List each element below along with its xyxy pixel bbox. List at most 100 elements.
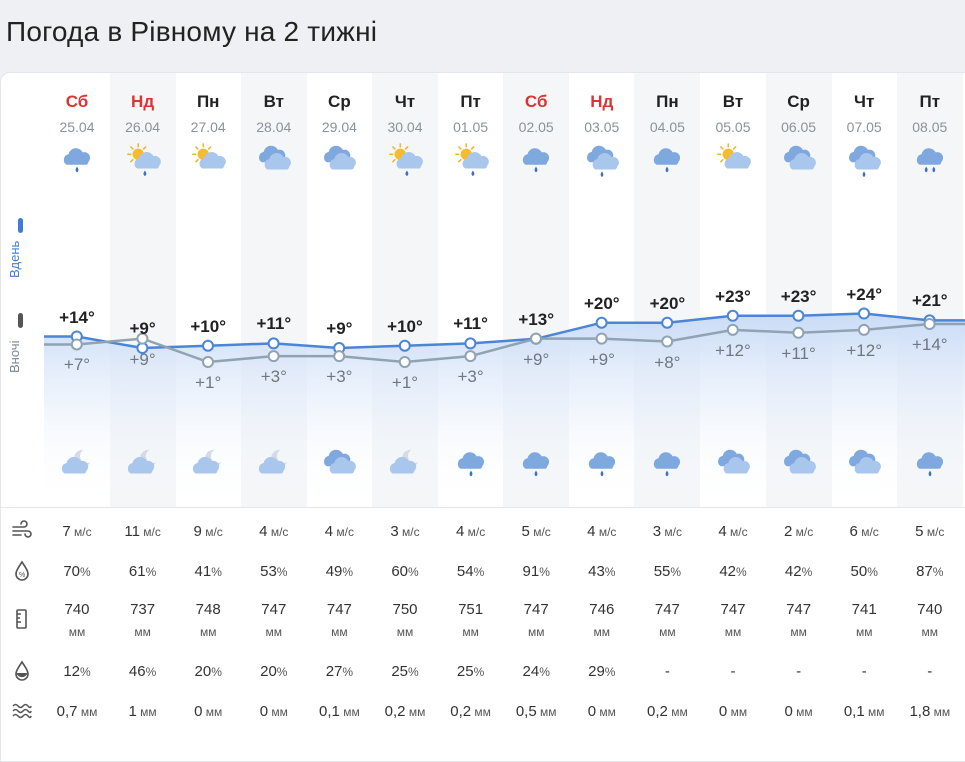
row-value-precip_p: - bbox=[897, 663, 963, 680]
value: 41 bbox=[194, 563, 212, 580]
unit: мм bbox=[667, 705, 688, 719]
night-temperature-label: +9° bbox=[523, 349, 550, 369]
value: 0,2 bbox=[450, 703, 472, 720]
row-value-precip: 0 мм bbox=[569, 703, 635, 720]
unit: м/с bbox=[267, 525, 289, 539]
unit: мм bbox=[921, 625, 939, 639]
value: 0 bbox=[194, 703, 203, 720]
value: 20 bbox=[194, 663, 212, 680]
row-value-wind: 4 м/с bbox=[700, 523, 766, 540]
unit: мм bbox=[339, 705, 360, 719]
night-temperature-label: +9° bbox=[588, 349, 615, 369]
cloud-rain-icon bbox=[44, 141, 110, 184]
date-label: 28.04 bbox=[256, 119, 292, 135]
unit: мм bbox=[77, 705, 98, 719]
row-value-press: 747 мм bbox=[241, 599, 307, 643]
clouds-icon bbox=[306, 445, 372, 488]
unit: % bbox=[736, 565, 747, 579]
row-value-wind: 6 м/с bbox=[831, 523, 897, 540]
cloud-rain-icon bbox=[897, 445, 963, 488]
value: 4 bbox=[259, 523, 268, 540]
row-value-precip: 0 мм bbox=[175, 703, 241, 720]
value: 5 bbox=[915, 523, 924, 540]
night-temperature-point bbox=[202, 356, 214, 368]
weekday-label: Пт bbox=[460, 92, 481, 111]
sun-cloud-icon bbox=[700, 141, 766, 184]
date-label: 01.05 bbox=[453, 119, 489, 135]
night-temperature-point bbox=[595, 332, 608, 345]
date-label: 25.04 bbox=[59, 119, 95, 135]
day-temperature-label: +10° bbox=[190, 316, 226, 336]
value: 1,8 bbox=[909, 703, 931, 720]
weekday-label: Чт bbox=[394, 92, 416, 111]
weekday-label: Чт bbox=[854, 92, 875, 111]
unit: мм bbox=[930, 705, 951, 719]
unit: м/с bbox=[333, 525, 355, 539]
clouds-icon bbox=[700, 445, 766, 488]
day-temperature-label: +11° bbox=[256, 314, 292, 334]
value: 748 bbox=[195, 601, 221, 618]
day-marker bbox=[18, 218, 23, 233]
date-label: 02.05 bbox=[518, 119, 554, 135]
row-value-hum: 60% bbox=[372, 563, 438, 580]
row-value-precip_p: 25% bbox=[438, 663, 504, 680]
value: 740 bbox=[64, 601, 90, 618]
row-value-hum: 53% bbox=[241, 563, 307, 580]
value: 4 bbox=[587, 523, 596, 540]
unit: м/с bbox=[398, 525, 420, 539]
unit: мм bbox=[199, 625, 217, 639]
row-value-press: 740 мм bbox=[44, 599, 110, 643]
unit: % bbox=[211, 665, 222, 679]
unit: % bbox=[342, 665, 354, 679]
row-value-hum: 50% bbox=[831, 563, 897, 580]
value: 2 bbox=[783, 523, 793, 540]
clouds-icon bbox=[766, 445, 832, 488]
day-temperature-label: +20° bbox=[649, 293, 686, 313]
row-value-hum: 42% bbox=[766, 563, 832, 580]
value: 1 bbox=[128, 703, 137, 720]
row-value-precip: 1 мм bbox=[110, 703, 176, 720]
value: 0,5 bbox=[515, 703, 537, 720]
row-value-precip_p: 24% bbox=[503, 663, 569, 680]
value: 0 bbox=[587, 703, 597, 720]
value: 747 bbox=[720, 601, 746, 618]
value: 747 bbox=[261, 601, 287, 618]
clouds-rain-icon bbox=[569, 141, 635, 184]
row-value-precip_p: - bbox=[766, 663, 832, 680]
day-temperature-label: +21° bbox=[911, 291, 948, 311]
unit: % bbox=[604, 665, 616, 679]
unit: м/с bbox=[70, 525, 92, 539]
row-value-hum: 61% bbox=[110, 563, 176, 580]
value: 46 bbox=[128, 663, 146, 680]
value: 0 bbox=[259, 703, 269, 720]
night-temperature-point bbox=[333, 350, 346, 363]
row-value-precip: 0,5 мм bbox=[503, 703, 569, 720]
day-temperature-label: +9° bbox=[129, 319, 156, 338]
date-label: 03.05 bbox=[584, 119, 620, 135]
unit: мм bbox=[396, 625, 414, 639]
value: 70 bbox=[63, 563, 80, 580]
unit: м/с bbox=[661, 525, 683, 539]
row-value-precip: 1,8 мм bbox=[897, 703, 963, 720]
value: 747 bbox=[786, 601, 812, 618]
divider bbox=[1, 507, 965, 508]
row-value-precip_p: - bbox=[700, 663, 766, 680]
value: 29 bbox=[588, 663, 605, 680]
value: - bbox=[664, 663, 670, 680]
unit: м/с bbox=[726, 525, 748, 539]
day-temperature-point bbox=[858, 307, 870, 320]
sun-cloud-rain-icon bbox=[110, 141, 176, 184]
value: 42 bbox=[719, 563, 736, 580]
unit: % bbox=[539, 665, 550, 679]
value: 43 bbox=[588, 563, 605, 580]
day-temperature-label: +23° bbox=[715, 286, 751, 306]
unit: мм bbox=[864, 705, 885, 719]
value: 55 bbox=[653, 563, 671, 580]
value: 750 bbox=[392, 601, 418, 618]
night-temperature-label: +8° bbox=[654, 352, 681, 372]
weekday-label: Вт bbox=[263, 92, 284, 111]
row-value-press: 737 мм bbox=[110, 599, 176, 643]
day-temperature-label: +11° bbox=[453, 314, 488, 334]
row-value-wind: 9 м/с bbox=[175, 523, 241, 540]
night-temperature-label: +1° bbox=[195, 373, 222, 392]
